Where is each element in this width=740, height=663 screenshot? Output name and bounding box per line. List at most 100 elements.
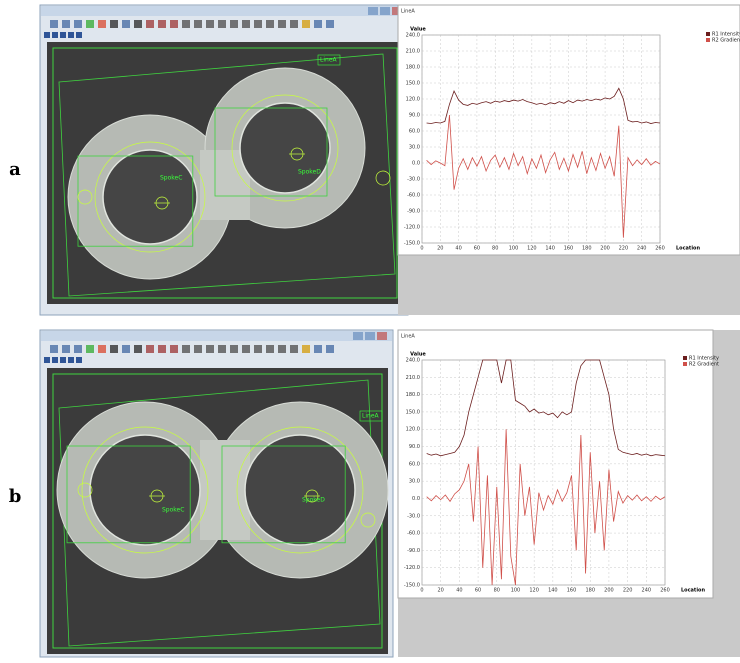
- y-tick-label: 180.0: [406, 65, 420, 71]
- x-tick-label: 100: [509, 246, 519, 252]
- x-tick-label: 160: [567, 588, 577, 594]
- nav-icon: [76, 357, 82, 363]
- window-button: [380, 7, 390, 15]
- x-tick-label: 60: [474, 246, 480, 252]
- tool-icon: [146, 20, 154, 28]
- tool-icon: [230, 345, 238, 353]
- x-tick-label: 140: [545, 246, 555, 252]
- y-tick-label: -150.0: [404, 241, 420, 247]
- tool-icon: [86, 345, 94, 353]
- tool-icon: [74, 20, 82, 28]
- x-tick-label: 40: [455, 246, 461, 252]
- window-button: [365, 332, 375, 340]
- y-tick-label: -90.0: [407, 209, 420, 215]
- x-tick-label: 80: [492, 246, 498, 252]
- tool-icon: [242, 345, 250, 353]
- y-tick-label: 60.0: [409, 129, 420, 135]
- tool-icon: [302, 20, 310, 28]
- y-tick-label: 120.0: [406, 427, 420, 433]
- y-axis-label: Value: [410, 27, 426, 33]
- x-tick-label: 140: [548, 588, 558, 594]
- y-tick-label: 150.0: [406, 81, 420, 87]
- annotation: LineA: [320, 57, 338, 64]
- tool-icon: [266, 345, 274, 353]
- x-tick-label: 260: [655, 246, 665, 252]
- tool-icon: [158, 345, 166, 353]
- x-tick-label: 120: [529, 588, 539, 594]
- tool-icon: [206, 345, 214, 353]
- annotation: SpokeC: [162, 507, 184, 514]
- y-tick-label: 90.0: [409, 113, 420, 119]
- tool-icon: [206, 20, 214, 28]
- tool-icon: [242, 20, 250, 28]
- annotation: SpokeD: [298, 169, 321, 176]
- tool-icon: [170, 345, 178, 353]
- tool-icon: [194, 345, 202, 353]
- y-tick-label: -60.0: [407, 193, 420, 199]
- tool-icon: [182, 345, 190, 353]
- figure: aLineASpokeCSpokeDLineA-150.0-120.0-90.0…: [0, 0, 740, 659]
- nav-icon: [44, 357, 50, 363]
- panel-label: b: [9, 486, 22, 507]
- x-tick-label: 40: [456, 588, 462, 594]
- nav-icon: [68, 357, 74, 363]
- tool-icon: [314, 345, 322, 353]
- y-tick-label: 180.0: [406, 392, 420, 398]
- title-bar: [41, 331, 392, 341]
- chart-title: LineA: [401, 9, 415, 15]
- x-tick-label: 100: [511, 588, 521, 594]
- x-tick-label: 220: [619, 246, 629, 252]
- part-hole: [245, 435, 355, 545]
- window-button: [353, 332, 363, 340]
- nav-icon: [52, 357, 58, 363]
- tool-icon: [254, 345, 262, 353]
- tool-icon: [326, 345, 334, 353]
- y-tick-label: 60.0: [409, 461, 420, 467]
- x-tick-label: 120: [527, 246, 537, 252]
- tool-icon: [290, 20, 298, 28]
- annotation: SpokeC: [160, 175, 182, 182]
- tool-icon: [302, 345, 310, 353]
- y-tick-label: 90.0: [409, 444, 420, 450]
- x-tick-label: 20: [437, 246, 443, 252]
- title-bar: [41, 6, 407, 16]
- y-tick-label: -120.0: [404, 565, 420, 571]
- x-tick-label: 200: [604, 588, 614, 594]
- nav-icon: [60, 32, 66, 38]
- tool-icon: [278, 345, 286, 353]
- tool-icon: [290, 345, 298, 353]
- tool-icon: [50, 20, 58, 28]
- tool-icon: [134, 345, 142, 353]
- legend-label: R2 Gradient: [689, 362, 719, 368]
- x-tick-label: 20: [438, 588, 444, 594]
- y-tick-label: -30.0: [407, 177, 420, 183]
- y-tick-label: 30.0: [409, 145, 420, 151]
- x-axis-label: Location: [681, 588, 705, 594]
- chart-title: LineA: [401, 334, 415, 340]
- window-button: [377, 332, 387, 340]
- legend-swatch: [706, 32, 710, 36]
- x-tick-label: 260: [660, 588, 670, 594]
- y-tick-label: -30.0: [407, 513, 420, 519]
- part-hole: [240, 103, 330, 193]
- part-hole: [103, 150, 197, 244]
- x-tick-label: 0: [420, 588, 423, 594]
- tool-icon: [50, 345, 58, 353]
- legend-swatch: [683, 356, 687, 360]
- x-tick-label: 200: [600, 246, 610, 252]
- y-axis-label: Value: [410, 352, 426, 358]
- y-tick-label: -150.0: [404, 583, 420, 589]
- nav-icon: [76, 32, 82, 38]
- x-tick-label: 160: [564, 246, 574, 252]
- x-tick-label: 60: [475, 588, 481, 594]
- x-tick-label: 180: [585, 588, 595, 594]
- legend-swatch: [683, 362, 687, 366]
- tool-icon: [314, 20, 322, 28]
- tool-icon: [98, 345, 106, 353]
- legend-swatch: [706, 38, 710, 42]
- x-tick-label: 240: [642, 588, 652, 594]
- y-tick-label: -90.0: [407, 548, 420, 554]
- tool-icon: [254, 20, 262, 28]
- plot-area: [422, 360, 665, 585]
- y-tick-label: -120.0: [404, 225, 420, 231]
